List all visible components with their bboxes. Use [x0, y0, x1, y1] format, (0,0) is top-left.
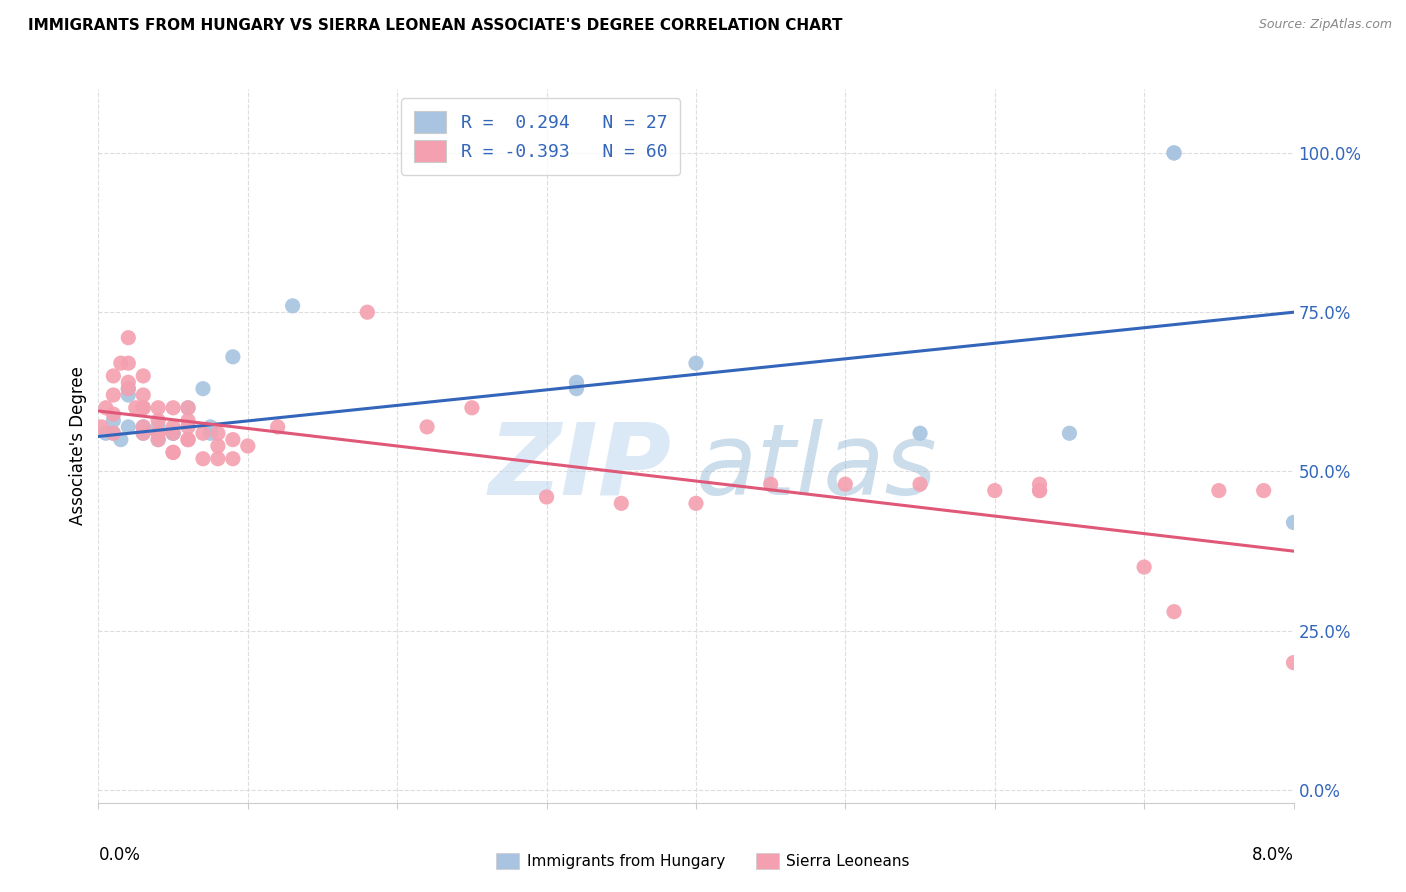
Point [117, 356, 139, 370]
Point [117, 376, 139, 390]
Point [94, 426, 117, 441]
Point [908, 426, 931, 441]
Point [191, 382, 214, 396]
Point [222, 451, 245, 466]
Point [148, 433, 170, 447]
Point [236, 439, 259, 453]
Point [117, 331, 139, 345]
Point [103, 388, 125, 402]
Point [103, 407, 125, 421]
Text: 0.0%: 0.0% [98, 846, 141, 863]
Point [110, 433, 132, 447]
Point [983, 483, 1005, 498]
Point [759, 477, 782, 491]
Point [110, 356, 132, 370]
Point [1059, 426, 1081, 441]
Point [103, 426, 125, 441]
Point [1208, 483, 1230, 498]
Point [177, 401, 200, 415]
Legend: R =  0.294   N = 27, R = -0.393   N = 60: R = 0.294 N = 27, R = -0.393 N = 60 [401, 98, 681, 175]
Text: 8.0%: 8.0% [1251, 846, 1294, 863]
Text: Source: ZipAtlas.com: Source: ZipAtlas.com [1258, 18, 1392, 31]
Point [117, 382, 139, 396]
Point [148, 426, 170, 441]
Point [1028, 483, 1050, 498]
Point [356, 305, 378, 319]
Point [1253, 483, 1275, 498]
Point [132, 426, 155, 441]
Point [162, 426, 184, 441]
Point [162, 420, 184, 434]
Point [177, 433, 200, 447]
Point [685, 496, 707, 510]
Point [148, 413, 170, 427]
Point [90, 420, 112, 434]
Point [162, 445, 184, 459]
Point [416, 420, 439, 434]
Point [117, 382, 139, 396]
Point [191, 451, 214, 466]
Point [103, 413, 125, 427]
Point [132, 401, 155, 415]
Point [148, 433, 170, 447]
Text: IMMIGRANTS FROM HUNGARY VS SIERRA LEONEAN ASSOCIATE'S DEGREE CORRELATION CHART: IMMIGRANTS FROM HUNGARY VS SIERRA LEONEA… [28, 18, 842, 33]
Y-axis label: Associate's Degree: Associate's Degree [69, 367, 87, 525]
Text: ZIP: ZIP [489, 419, 672, 516]
Point [565, 376, 588, 390]
Point [281, 299, 304, 313]
Point [132, 420, 155, 434]
Point [267, 420, 290, 434]
Point [162, 426, 184, 441]
Point [177, 413, 200, 427]
Point [132, 426, 155, 441]
Point [1028, 483, 1050, 498]
Point [461, 401, 484, 415]
Point [200, 420, 222, 434]
Point [1282, 516, 1305, 530]
Point [200, 426, 222, 441]
Point [148, 420, 170, 434]
Point [207, 451, 229, 466]
Point [162, 426, 184, 441]
Legend: Immigrants from Hungary, Sierra Leoneans: Immigrants from Hungary, Sierra Leoneans [491, 847, 915, 875]
Point [117, 388, 139, 402]
Point [207, 426, 229, 441]
Point [132, 420, 155, 434]
Point [94, 401, 117, 415]
Point [177, 433, 200, 447]
Point [565, 382, 588, 396]
Point [162, 445, 184, 459]
Point [1282, 656, 1305, 670]
Point [162, 401, 184, 415]
Point [148, 401, 170, 415]
Point [117, 420, 139, 434]
Point [132, 401, 155, 415]
Point [1133, 560, 1156, 574]
Point [132, 368, 155, 383]
Point [610, 496, 633, 510]
Point [908, 477, 931, 491]
Point [103, 368, 125, 383]
Point [191, 426, 214, 441]
Point [1163, 605, 1185, 619]
Text: atlas: atlas [696, 419, 938, 516]
Point [536, 490, 558, 504]
Point [207, 439, 229, 453]
Point [1163, 145, 1185, 160]
Point [177, 420, 200, 434]
Point [222, 433, 245, 447]
Point [103, 426, 125, 441]
Point [148, 426, 170, 441]
Point [125, 401, 148, 415]
Point [222, 350, 245, 364]
Point [177, 401, 200, 415]
Point [834, 477, 856, 491]
Point [1163, 145, 1185, 160]
Point [132, 388, 155, 402]
Point [1028, 477, 1050, 491]
Point [685, 356, 707, 370]
